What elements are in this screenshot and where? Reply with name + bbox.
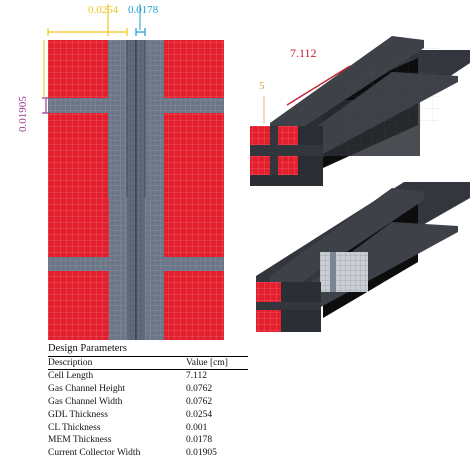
row-value: 0.0178 <box>186 435 213 446</box>
row-description: CL Thickness <box>48 422 101 433</box>
dimension-label-length: 7.112 <box>290 46 317 60</box>
table-row: MEM Thickness 0.0178 <box>48 434 248 447</box>
parameters-table: Description Value [cm] Cell Length 7.112… <box>48 356 248 459</box>
row-value: 7.112 <box>186 371 208 382</box>
row-value: 0.01905 <box>186 448 217 459</box>
dimension-label-depth: 5 <box>259 80 265 92</box>
row-value: 0.0762 <box>186 384 213 395</box>
table-row: Gas Channel Width 0.0762 <box>48 396 248 409</box>
row-description: Gas Channel Width <box>48 396 123 407</box>
table-header-row: Description Value [cm] <box>48 356 248 370</box>
row-value: 0.0254 <box>186 409 213 420</box>
header-description: Description <box>48 356 186 370</box>
row-description: Current Collector Width <box>48 448 141 459</box>
dimension-label-gdl: 0.0254 <box>88 4 119 16</box>
table-title: Design Parameters <box>48 343 128 354</box>
row-description: MEM Thickness <box>48 435 112 446</box>
table-row: Cell Length 7.112 <box>48 370 248 383</box>
table-row: CL Thickness 0.001 <box>48 421 248 434</box>
table-row: GDL Thickness 0.0254 <box>48 408 248 421</box>
design-parameters-table: Design Parameters Description Value [cm]… <box>48 343 248 459</box>
cross-section-bottom <box>48 197 224 340</box>
row-value: 0.001 <box>186 422 208 433</box>
cross-section-top <box>48 40 224 213</box>
header-value: Value [cm] <box>186 356 248 370</box>
dimension-annotations: 0.0254 0.0178 0.01905 <box>17 4 159 132</box>
row-description: Cell Length <box>48 371 94 382</box>
row-description: Gas Channel Height <box>48 384 126 395</box>
table-row: Gas Channel Height 0.0762 <box>48 383 248 396</box>
isometric-view-bottom <box>256 182 470 332</box>
dimension-label-membrane: 0.0178 <box>128 4 159 16</box>
table-row: Current Collector Width 0.01905 <box>48 447 248 460</box>
dimension-label-collector: 0.01905 <box>17 96 29 132</box>
isometric-view-top: 5 7.112 <box>250 36 470 186</box>
row-description: GDL Thickness <box>48 409 108 420</box>
row-value: 0.0762 <box>186 396 213 407</box>
